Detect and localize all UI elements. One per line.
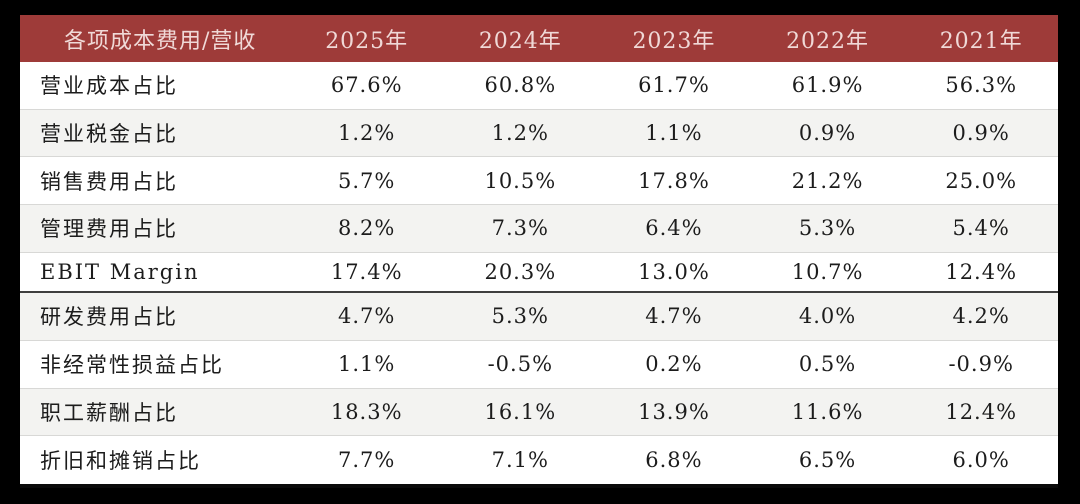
row-label: 营业税金占比 (20, 108, 290, 157)
row-label: EBIT Margin (20, 251, 290, 293)
value-cell: 5.4% (904, 204, 1058, 253)
value-cell: 4.7% (338, 304, 396, 329)
value-cell: 5.7% (289, 156, 444, 205)
year-column-header: 2021年 (904, 15, 1058, 62)
table-row: EBIT Margin 17.4% 20.3% 13.0% 10.7% 12.4% (20, 251, 1058, 293)
value-cell: 20.3% (443, 251, 598, 293)
row-label: 折旧和摊销占比 (20, 435, 290, 489)
row-label: 营业成本占比 (40, 74, 178, 99)
value-cell: 7.3% (443, 204, 598, 253)
value-cell: 21.2% (750, 156, 905, 205)
value-cell: 1.1% (289, 339, 444, 389)
year-column-header: 2022年 (750, 15, 905, 62)
value-cell: 61.9% (791, 73, 864, 98)
table-row: 职工薪酬占比 18.3% 16.1% 13.9% 11.6% 12.4% (20, 387, 1058, 436)
value-cell: 5.3% (750, 204, 905, 253)
value-cell: 12.4% (904, 387, 1058, 436)
cost-ratio-table: 各项成本费用/营收 2025年 2024年 2023年 2022年 2021年 营业成本占… (20, 15, 1058, 489)
value-cell: 60.8% (484, 73, 557, 98)
value-cell: 56.3% (945, 73, 1018, 98)
value-cell: 6.5% (750, 435, 905, 489)
value-cell: 25.0% (904, 156, 1058, 205)
value-cell: 61.7% (638, 73, 710, 98)
table-row: 销售费用占比 5.7% 10.5% 17.8% 21.2% 25.0% (20, 156, 1058, 205)
row-label: 职工薪酬占比 (20, 387, 290, 436)
table-row: 营业成本占比 67.6% 60.8% 61.7% 61.9% 56.3% (20, 62, 1058, 109)
value-cell: 10.7% (750, 251, 905, 293)
year-column-header: 2023年 (597, 15, 751, 62)
value-cell: 4.0% (798, 304, 857, 329)
year-column-header: 2024年 (443, 15, 598, 62)
value-cell: 6.4% (597, 204, 751, 253)
row-label-column-header: 各项成本费用/营收 (20, 15, 290, 62)
table-row: 非经常性损益占比 1.1% -0.5% 0.2% 0.5% -0.9% (20, 339, 1058, 389)
value-cell: 1.1% (597, 108, 751, 157)
header-row: 各项成本费用/营收 2025年 2024年 2023年 2022年 2021年 (20, 15, 1058, 62)
value-cell: 18.3% (289, 387, 444, 436)
value-cell: 0.2% (597, 339, 751, 389)
value-cell: 6.0% (904, 435, 1058, 489)
row-label: 销售费用占比 (20, 156, 290, 205)
table-row: 研发费用占比 4.7% 5.3% 4.7% 4.0% 4.2% (20, 291, 1058, 341)
value-cell: 8.2% (289, 204, 444, 253)
value-cell: 4.7% (645, 304, 703, 329)
value-cell: 13.9% (597, 387, 751, 436)
cost-ratio-table-frame: 各项成本费用/营收 2025年 2024年 2023年 2022年 2021年 营业成本占… (20, 15, 1058, 489)
value-cell: 7.1% (443, 435, 598, 489)
table-row: 管理费用占比 8.2% 7.3% 6.4% 5.3% 5.4% (20, 204, 1058, 253)
value-cell: -0.9% (904, 339, 1058, 389)
value-cell: 13.0% (597, 251, 751, 293)
value-cell: 11.6% (750, 387, 905, 436)
value-cell: 12.4% (904, 251, 1058, 293)
value-cell: 17.4% (289, 251, 444, 293)
row-label: 非经常性损益占比 (20, 339, 290, 389)
table-row: 营业税金占比 1.2% 1.2% 1.1% 0.9% 0.9% (20, 108, 1058, 157)
year-column-header: 2025年 (289, 15, 444, 62)
value-cell: -0.5% (443, 339, 598, 389)
row-label: 管理费用占比 (20, 204, 290, 253)
value-cell: 67.6% (330, 73, 403, 98)
value-cell: 5.3% (491, 304, 549, 329)
row-label: 研发费用占比 (40, 305, 178, 330)
value-cell: 6.8% (597, 435, 751, 489)
value-cell: 16.1% (443, 387, 598, 436)
table-header: 各项成本费用/营收 2025年 2024年 2023年 2022年 2021年 (20, 15, 1058, 62)
table-body: 营业成本占比 67.6% 60.8% 61.7% 61.9% 56.3% 营业税金占比 1.2… (20, 62, 1058, 489)
value-cell: 7.7% (289, 435, 444, 489)
table-row: 折旧和摊销占比 7.7% 7.1% 6.8% 6.5% 6.0% (20, 435, 1058, 489)
value-cell: 1.2% (289, 108, 444, 157)
value-cell: 10.5% (443, 156, 598, 205)
value-cell: 17.8% (597, 156, 751, 205)
value-cell: 0.9% (904, 108, 1058, 157)
value-cell: 0.9% (750, 108, 905, 157)
value-cell: 0.5% (750, 339, 905, 389)
value-cell: 4.2% (952, 304, 1010, 329)
value-cell: 1.2% (443, 108, 598, 157)
